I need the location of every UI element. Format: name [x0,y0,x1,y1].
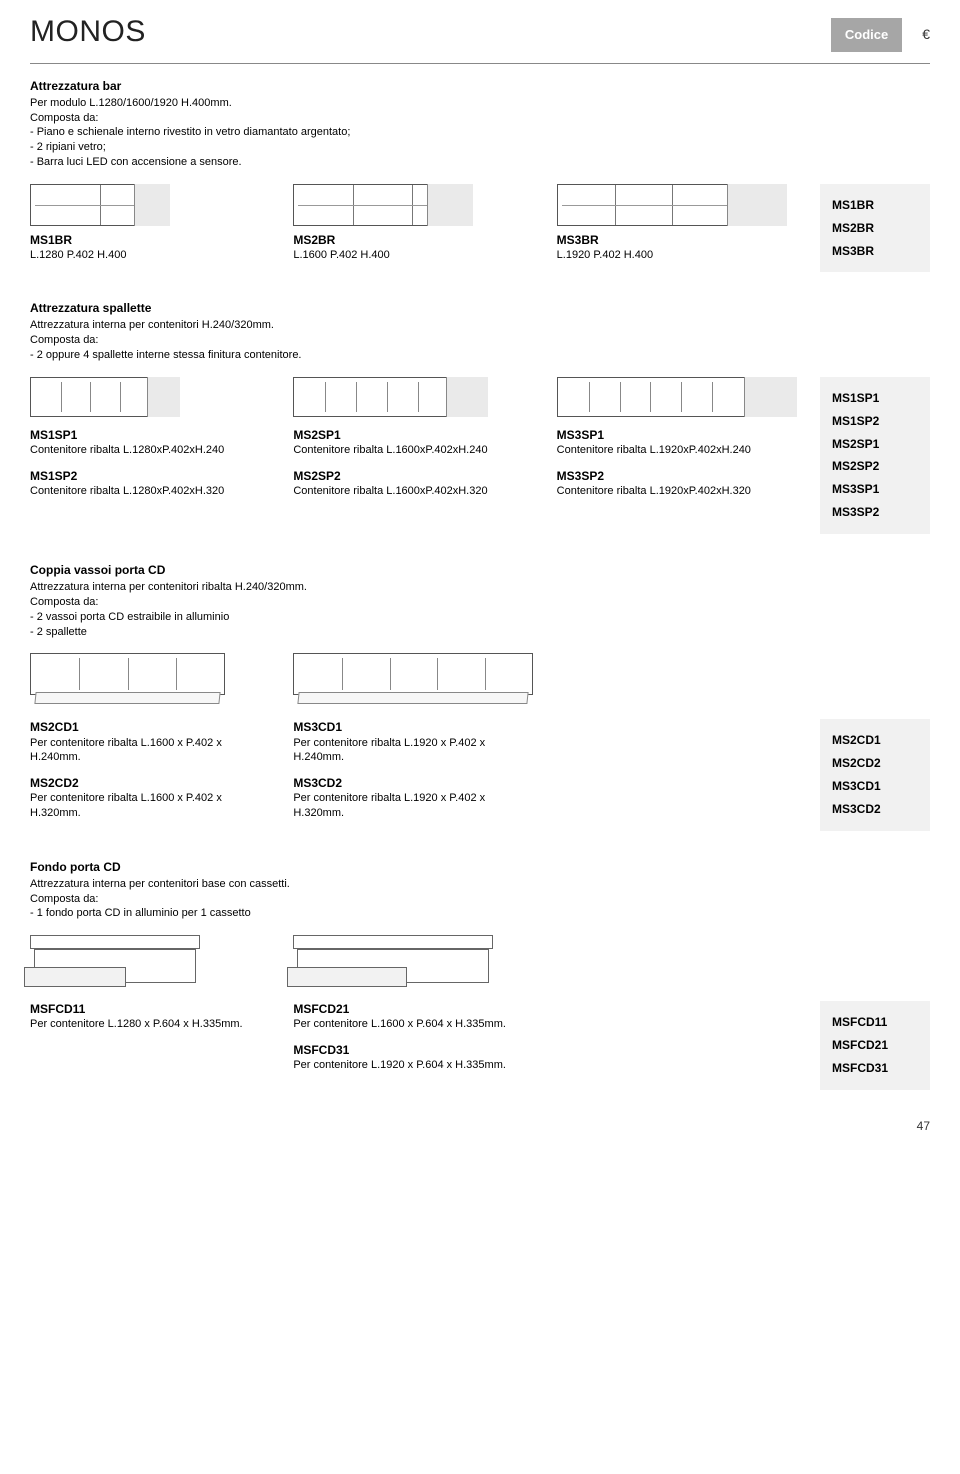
code: MS3CD1 [293,719,538,735]
side-code: MSFCD21 [832,1034,920,1057]
desc: Contenitore ribalta L.1920xP.402xH.320 [557,484,802,499]
section-fcd-title: Fondo porta CD [30,859,930,875]
desc: Contenitore ribalta L.1920xP.402xH.240 [557,443,802,458]
side-code: MS1BR [832,194,920,217]
text: Composta da: [30,111,930,126]
text: - 2 oppure 4 spallette interne stessa fi… [30,348,930,363]
sidebar-codes-cd: MS2CD1 MS2CD2 MS3CD1 MS3CD2 [820,719,930,830]
diagram-ms3cd [293,653,533,695]
euro-symbol: € [922,25,930,44]
code: MS2CD1 [30,719,275,735]
side-code: MS1SP1 [832,387,920,410]
diagram-ms3br [557,184,787,226]
text: Attrezzatura interna per contenitori H.2… [30,318,930,333]
page-title: MONOS [30,12,930,53]
dims: L.1600 P.402 H.400 [293,248,538,263]
dims: L.1280 P.402 H.400 [30,248,275,263]
codice-label: Codice [831,18,902,52]
diagram-msfcd21 [293,935,493,983]
diagram-ms2sp [293,377,488,417]
codice-header: Codice € [831,18,930,52]
section-sp-title: Attrezzatura spallette [30,300,930,316]
desc: Contenitore ribalta L.1280xP.402xH.240 [30,443,275,458]
code: MS1BR [30,232,275,248]
code: MS2BR [293,232,538,248]
diagram-ms1br [30,184,170,226]
side-code: MS2SP1 [832,433,920,456]
text: Composta da: [30,333,930,348]
side-code: MS2CD2 [832,752,920,775]
desc: Per contenitore ribalta L.1600 x P.402 x… [30,736,275,766]
desc: Per contenitore L.1920 x P.604 x H.335mm… [293,1058,538,1073]
code: MS2SP2 [293,468,538,484]
text: - 2 spallette [30,625,930,640]
section-fcd-desc: Attrezzatura interna per contenitori bas… [30,877,930,922]
code: MS3CD2 [293,775,538,791]
side-code: MS1SP2 [832,410,920,433]
desc: Per contenitore ribalta L.1920 x P.402 x… [293,791,538,821]
section-bar: Attrezzatura bar Per modulo L.1280/1600/… [30,78,930,273]
desc: Per contenitore ribalta L.1600 x P.402 x… [30,791,275,821]
sidebar-codes-sp: MS1SP1 MS1SP2 MS2SP1 MS2SP2 MS3SP1 MS3SP… [820,377,930,534]
code: MSFCD21 [293,1001,538,1017]
side-code: MS3CD2 [832,798,920,821]
diagram-ms2cd [30,653,225,695]
section-bar-desc: Per modulo L.1280/1600/1920 H.400mm. Com… [30,96,930,170]
divider [30,63,930,64]
text: - 1 fondo porta CD in alluminio per 1 ca… [30,906,930,921]
text: Per modulo L.1280/1600/1920 H.400mm. [30,96,930,111]
text: - Piano e schienale interno rivestito in… [30,125,930,140]
code: MS2CD2 [30,775,275,791]
side-code: MS3SP2 [832,501,920,524]
text: Attrezzatura interna per contenitori bas… [30,877,930,892]
dims: L.1920 P.402 H.400 [557,248,802,263]
section-cd-title: Coppia vassoi porta CD [30,562,930,578]
side-code: MS2BR [832,217,920,240]
desc: Contenitore ribalta L.1280xP.402xH.320 [30,484,275,499]
diagram-ms2br [293,184,473,226]
code: MS3BR [557,232,802,248]
side-code: MSFCD31 [832,1057,920,1080]
desc: Contenitore ribalta L.1600xP.402xH.240 [293,443,538,458]
section-fcd: Fondo porta CD Attrezzatura interna per … [30,859,930,1090]
section-sp-desc: Attrezzatura interna per contenitori H.2… [30,318,930,363]
text: Composta da: [30,595,930,610]
desc: Per contenitore L.1280 x P.604 x H.335mm… [30,1017,275,1032]
section-spallette: Attrezzatura spallette Attrezzatura inte… [30,300,930,534]
side-code: MS3BR [832,240,920,263]
side-code: MSFCD11 [832,1011,920,1034]
text: - 2 ripiani vetro; [30,140,930,155]
side-code: MS2SP2 [832,455,920,478]
code: MSFCD11 [30,1001,275,1017]
diagram-ms3sp [557,377,797,417]
code: MS1SP2 [30,468,275,484]
desc: Per contenitore L.1600 x P.604 x H.335mm… [293,1017,538,1032]
sidebar-codes-bar: MS1BR MS2BR MS3BR [820,184,930,272]
side-code: MS3SP1 [832,478,920,501]
side-code: MS3CD1 [832,775,920,798]
code: MS3SP1 [557,427,802,443]
text: Composta da: [30,892,930,907]
code: MS3SP2 [557,468,802,484]
diagram-msfcd11 [30,935,200,983]
text: - Barra luci LED con accensione a sensor… [30,155,930,170]
diagram-ms1sp [30,377,180,417]
page-number: 47 [30,1118,930,1134]
section-cd-desc: Attrezzatura interna per contenitori rib… [30,580,930,639]
side-code: MS2CD1 [832,729,920,752]
section-cd: Coppia vassoi porta CD Attrezzatura inte… [30,562,930,831]
code: MS2SP1 [293,427,538,443]
text: - 2 vassoi porta CD estraibile in allumi… [30,610,930,625]
section-bar-title: Attrezzatura bar [30,78,930,94]
desc: Per contenitore ribalta L.1920 x P.402 x… [293,736,538,766]
code: MSFCD31 [293,1042,538,1058]
sidebar-codes-fcd: MSFCD11 MSFCD21 MSFCD31 [820,1001,930,1089]
desc: Contenitore ribalta L.1600xP.402xH.320 [293,484,538,499]
text: Attrezzatura interna per contenitori rib… [30,580,930,595]
code: MS1SP1 [30,427,275,443]
